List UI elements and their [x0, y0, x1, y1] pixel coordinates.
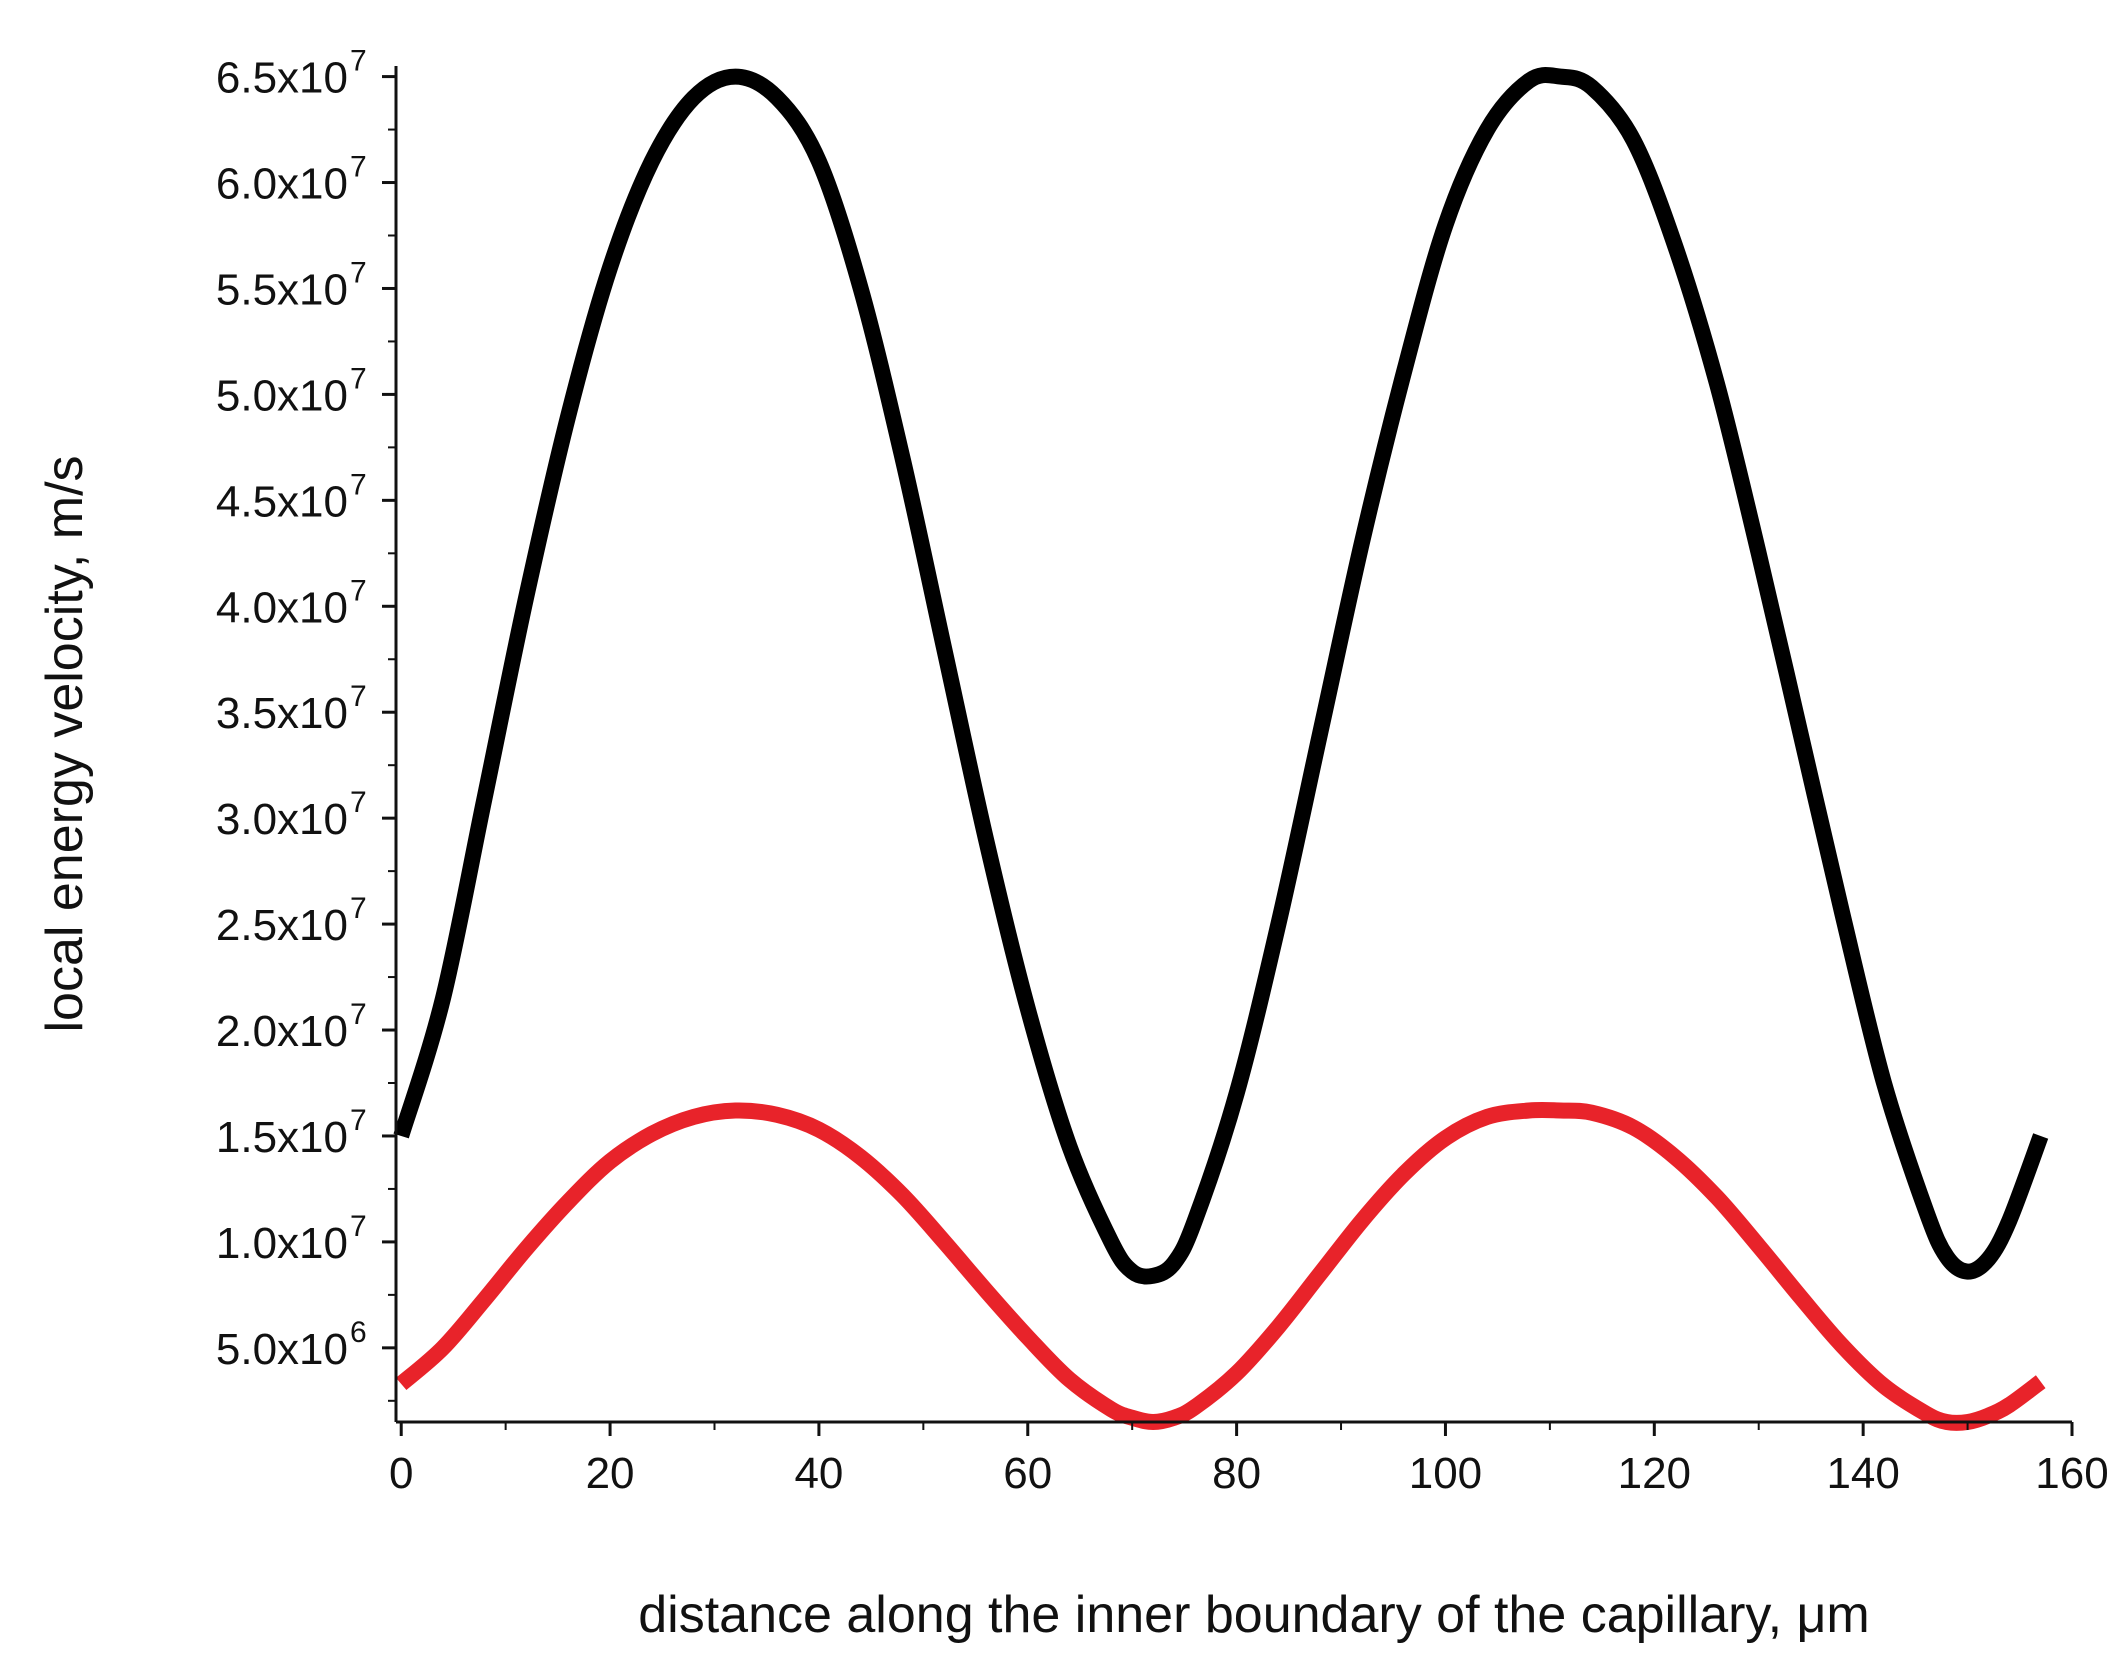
x-tick-label: 120: [1618, 1449, 1691, 1498]
y-axis-ticks: 5.0x10 61.0x10 71.5x10 72.0x10 72.5x10 73.0x1…: [216, 45, 396, 1402]
axes: [394, 66, 2072, 1424]
x-tick-label: 40: [794, 1449, 843, 1498]
x-tick-label: 100: [1409, 1449, 1482, 1498]
y-tick-exponent: 7: [350, 786, 367, 819]
y-tick-exponent: 7: [350, 362, 367, 395]
y-tick-exponent: 6: [350, 1316, 367, 1349]
y-tick-exponent: 7: [350, 468, 367, 501]
y-tick-exponent: 7: [350, 998, 367, 1031]
x-tick-label: 160: [2035, 1449, 2108, 1498]
y-tick-exponent: 7: [350, 680, 367, 713]
y-tick-label: 2.5x10: [216, 901, 348, 950]
x-tick-label: 60: [1003, 1449, 1052, 1498]
y-tick-label: 6.0x10: [216, 160, 348, 209]
x-tick-label: 20: [586, 1449, 635, 1498]
y-tick-label: 2.0x10: [216, 1007, 348, 1056]
series-layer: [393, 66, 2049, 1431]
y-tick-label: 3.5x10: [216, 689, 348, 738]
y-tick-exponent: 7: [350, 1104, 367, 1137]
x-axis-ticks: 0 20 40 60 80 100 120 140 160: [389, 1422, 2109, 1498]
y-tick-exponent: 7: [350, 574, 367, 607]
y-tick-label: 4.5x10: [216, 477, 348, 526]
y-tick-label: 5.0x10: [216, 1325, 348, 1374]
y-tick-label: 1.0x10: [216, 1219, 348, 1268]
y-tick-label: 3.0x10: [216, 795, 348, 844]
x-tick-label: 80: [1212, 1449, 1261, 1498]
y-tick-label: 5.5x10: [216, 265, 348, 314]
y-tick-label: 1.5x10: [216, 1113, 348, 1162]
y-tick-label: 6.5x10: [216, 54, 348, 103]
y-tick-exponent: 7: [350, 45, 367, 78]
x-tick-label: 140: [1826, 1449, 1899, 1498]
y-tick-exponent: 7: [350, 256, 367, 289]
y-tick-exponent: 7: [350, 892, 367, 925]
y-tick-exponent: 7: [350, 1210, 367, 1243]
series-line-black: [393, 66, 2049, 1285]
series-line-red: [395, 1101, 2046, 1431]
x-axis-title: distance along the inner boundary of the…: [638, 1586, 1870, 1644]
x-tick-label: 0: [389, 1449, 413, 1498]
y-tick-label: 4.0x10: [216, 583, 348, 632]
y-tick-label: 5.0x10: [216, 371, 348, 420]
y-tick-exponent: 7: [350, 151, 367, 184]
y-axis-title: local energy velocity, m/s: [36, 455, 94, 1032]
